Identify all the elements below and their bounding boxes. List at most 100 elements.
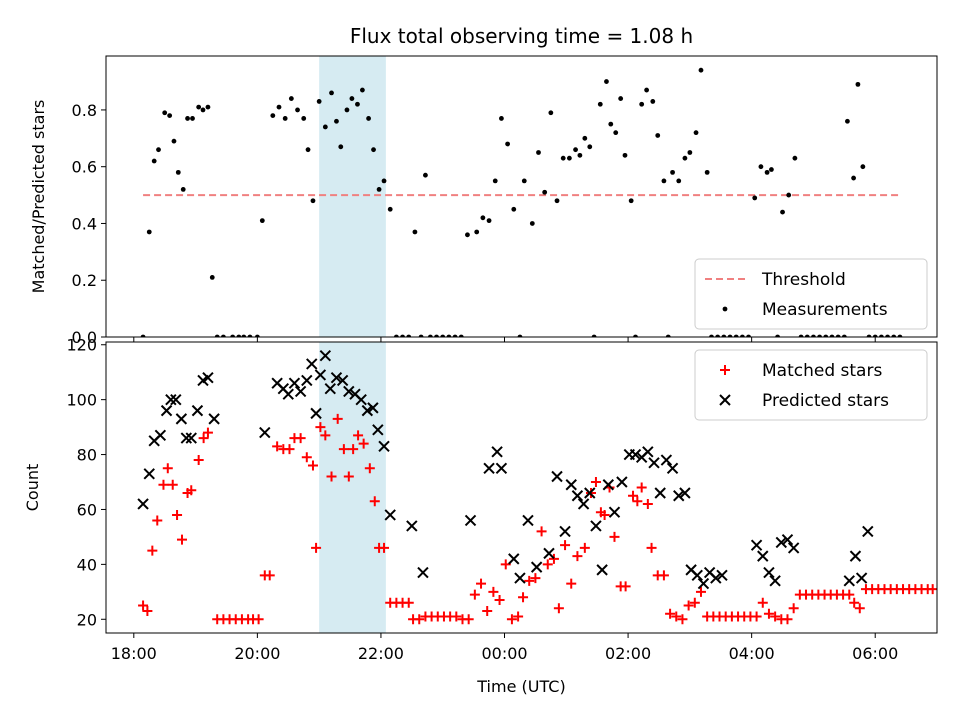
predicted-star-point	[679, 487, 691, 499]
matched-star-point	[176, 534, 187, 545]
x-tick-label: 06:00	[852, 644, 898, 663]
measurement-point	[529, 221, 535, 226]
measurement-point	[618, 96, 624, 101]
matched-star-point	[482, 606, 493, 617]
predicted-star-point	[464, 514, 477, 527]
measurement-point	[305, 147, 311, 153]
predicted-star-point	[310, 407, 322, 420]
predicted-star-point	[849, 550, 862, 562]
matched-star-point	[307, 460, 318, 471]
plot-area	[140, 67, 903, 337]
matched-star-point	[536, 526, 547, 537]
predicted-star-point	[616, 476, 628, 488]
measurement-point	[845, 118, 850, 124]
measurement-point	[764, 169, 770, 175]
predicted-star-point	[514, 572, 526, 584]
matched-star-point	[295, 433, 306, 444]
measurement-point	[505, 141, 510, 147]
predicted-star-point	[154, 429, 167, 442]
measurement-point	[752, 195, 758, 201]
measurement-point	[746, 334, 751, 337]
predicted-star-point	[543, 547, 555, 560]
predicted-star-point	[372, 424, 384, 436]
predicted-star-point	[648, 457, 660, 469]
predicted-star-point	[367, 402, 379, 414]
measurement-point	[560, 155, 566, 161]
matched-star-point	[628, 490, 639, 501]
measurement-point	[542, 189, 548, 195]
matched-star-point	[284, 444, 295, 455]
panel-count: 20 40 60 80 100 120 18:00 20:00 22:00 00:00 02:00 0…	[23, 336, 938, 663]
matched-star-point	[320, 430, 331, 441]
measurement-point	[587, 144, 593, 150]
measurement-point	[633, 334, 638, 337]
predicted-star-point	[191, 404, 204, 417]
predicted-star-point	[406, 520, 418, 532]
predicted-star-point	[843, 575, 855, 587]
measurement-point	[775, 334, 780, 337]
measurement-point	[162, 110, 168, 116]
axes-frame	[105, 341, 938, 634]
matched-star-point	[599, 509, 610, 520]
matched-star-point	[506, 614, 517, 625]
matched-star-point	[854, 603, 865, 614]
legend-label: Predicted stars	[762, 391, 889, 411]
matched-star-point	[348, 444, 359, 455]
y-axis-title: Matched/Predicted stars	[29, 100, 48, 294]
legend-matched-swatch	[720, 365, 730, 375]
matched-star-point	[332, 413, 343, 424]
y-tick-label: 100	[66, 391, 97, 410]
measurement-point	[146, 229, 152, 235]
measurement-point	[446, 334, 452, 337]
matched-star-point	[451, 611, 462, 622]
matched-star-point	[524, 575, 535, 586]
measurement-point	[190, 116, 195, 121]
x-tick-label: 22:00	[358, 644, 404, 663]
measurement-point	[591, 334, 597, 337]
predicted-star-point	[282, 388, 294, 400]
measurement-point	[465, 232, 470, 238]
measurement-point	[604, 79, 609, 84]
plot-area	[137, 350, 937, 625]
measurement-point	[536, 150, 541, 155]
matched-star-point	[272, 441, 283, 452]
predicted-star-point	[324, 382, 336, 395]
matched-star-point	[142, 606, 153, 617]
predicted-star-point	[288, 377, 301, 389]
measurement-point	[769, 167, 774, 172]
measurement-point	[434, 334, 439, 337]
measurement-point	[140, 334, 146, 337]
measurement-point	[209, 274, 215, 280]
highlight-band	[319, 56, 386, 337]
matched-star-point	[202, 427, 213, 438]
matched-star-point	[469, 589, 480, 600]
y-tick-label: 80	[77, 446, 97, 465]
measurement-point	[878, 334, 884, 337]
measurement-point	[566, 155, 572, 161]
measurement-point	[301, 116, 307, 121]
legend-label: Measurements	[762, 300, 888, 320]
predicted-star-point	[259, 426, 271, 439]
matched-star-point	[844, 589, 855, 600]
predicted-star-point	[577, 498, 590, 510]
chart-title: Flux total observing time = 1.08 h	[350, 24, 693, 48]
y-tick-label: 0.8	[72, 101, 97, 120]
matched-star-point	[369, 496, 380, 507]
measurement-point	[151, 158, 157, 164]
measurement-point	[851, 175, 856, 181]
measurement-point	[180, 187, 186, 192]
measurement-point	[167, 113, 173, 119]
measurement-point	[344, 107, 350, 113]
legend-label: Threshold	[761, 270, 846, 290]
matched-star-point	[476, 578, 487, 589]
measurement-point	[400, 334, 405, 337]
matched-star-point	[770, 611, 781, 622]
measurement-point	[334, 118, 339, 124]
matched-star-point	[782, 614, 793, 625]
measurement-point	[427, 334, 433, 337]
matched-star-point	[264, 570, 275, 581]
measurement-point	[254, 334, 260, 337]
matched-star-point	[152, 515, 163, 526]
matched-star-point	[353, 430, 364, 441]
measurement-point	[582, 135, 588, 141]
